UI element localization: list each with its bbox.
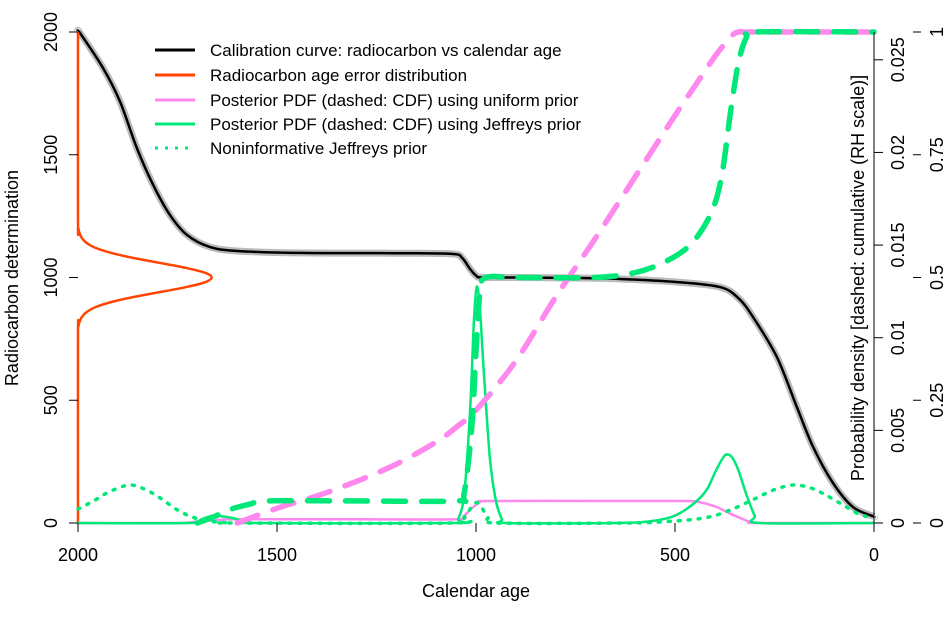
legend-label-uniform: Posterior PDF (dashed: CDF) using unifor… (210, 91, 579, 110)
density-tick-label: 0 (888, 518, 908, 528)
x-tick-label: 1500 (257, 545, 297, 565)
axes: 2000 1500 1000 500 0 0 500 1000 1500 2000 0 0.005 0.… (41, 12, 947, 565)
jeffreys-cdf-line (194, 28, 877, 526)
cumulative-tick-label: 0.25 (927, 383, 947, 418)
y-tick-label: 0 (41, 518, 61, 528)
uniform-cdf-line (234, 28, 877, 526)
y-tick-label: 500 (41, 385, 61, 415)
density-tick-label: 0.025 (888, 37, 908, 82)
error-distribution-line (76, 31, 213, 524)
y-tick-label: 1000 (41, 257, 61, 297)
plot-area (74, 26, 879, 526)
density-tick-label: 0.02 (888, 135, 908, 170)
x-tick-label: 0 (869, 545, 879, 565)
cumulative-tick-label: 0.5 (927, 265, 947, 290)
x-axis-title: Calendar age (422, 581, 530, 601)
cumulative-tick-label: 0.75 (927, 137, 947, 172)
x-tick-label: 2000 (58, 545, 98, 565)
legend: Calibration curve: radiocarbon vs calend… (155, 41, 581, 158)
cumulative-tick-label: 0 (927, 518, 947, 528)
density-tick-label: 0.005 (888, 408, 908, 453)
cumulative-tick-label: 1 (927, 27, 947, 37)
density-tick-label: 0.01 (888, 320, 908, 355)
x-tick-label: 1000 (456, 545, 496, 565)
calibration-curve-line (76, 28, 876, 519)
right-axis-title: Probability density [dashed: cumulative … (848, 75, 868, 481)
legend-label-jeffreys: Posterior PDF (dashed: CDF) using Jeffre… (210, 115, 581, 134)
x-tick-label: 500 (660, 545, 690, 565)
y-axis-title: Radiocarbon determination (2, 170, 22, 386)
legend-label-error: Radiocarbon age error distribution (210, 66, 467, 85)
legend-label-prior: Noninformative Jeffreys prior (210, 139, 427, 158)
y-tick-label: 1500 (41, 135, 61, 175)
legend-label-calibration: Calibration curve: radiocarbon vs calend… (210, 41, 562, 60)
density-tick-label: 0.015 (888, 223, 908, 268)
y-tick-label: 2000 (41, 12, 61, 52)
